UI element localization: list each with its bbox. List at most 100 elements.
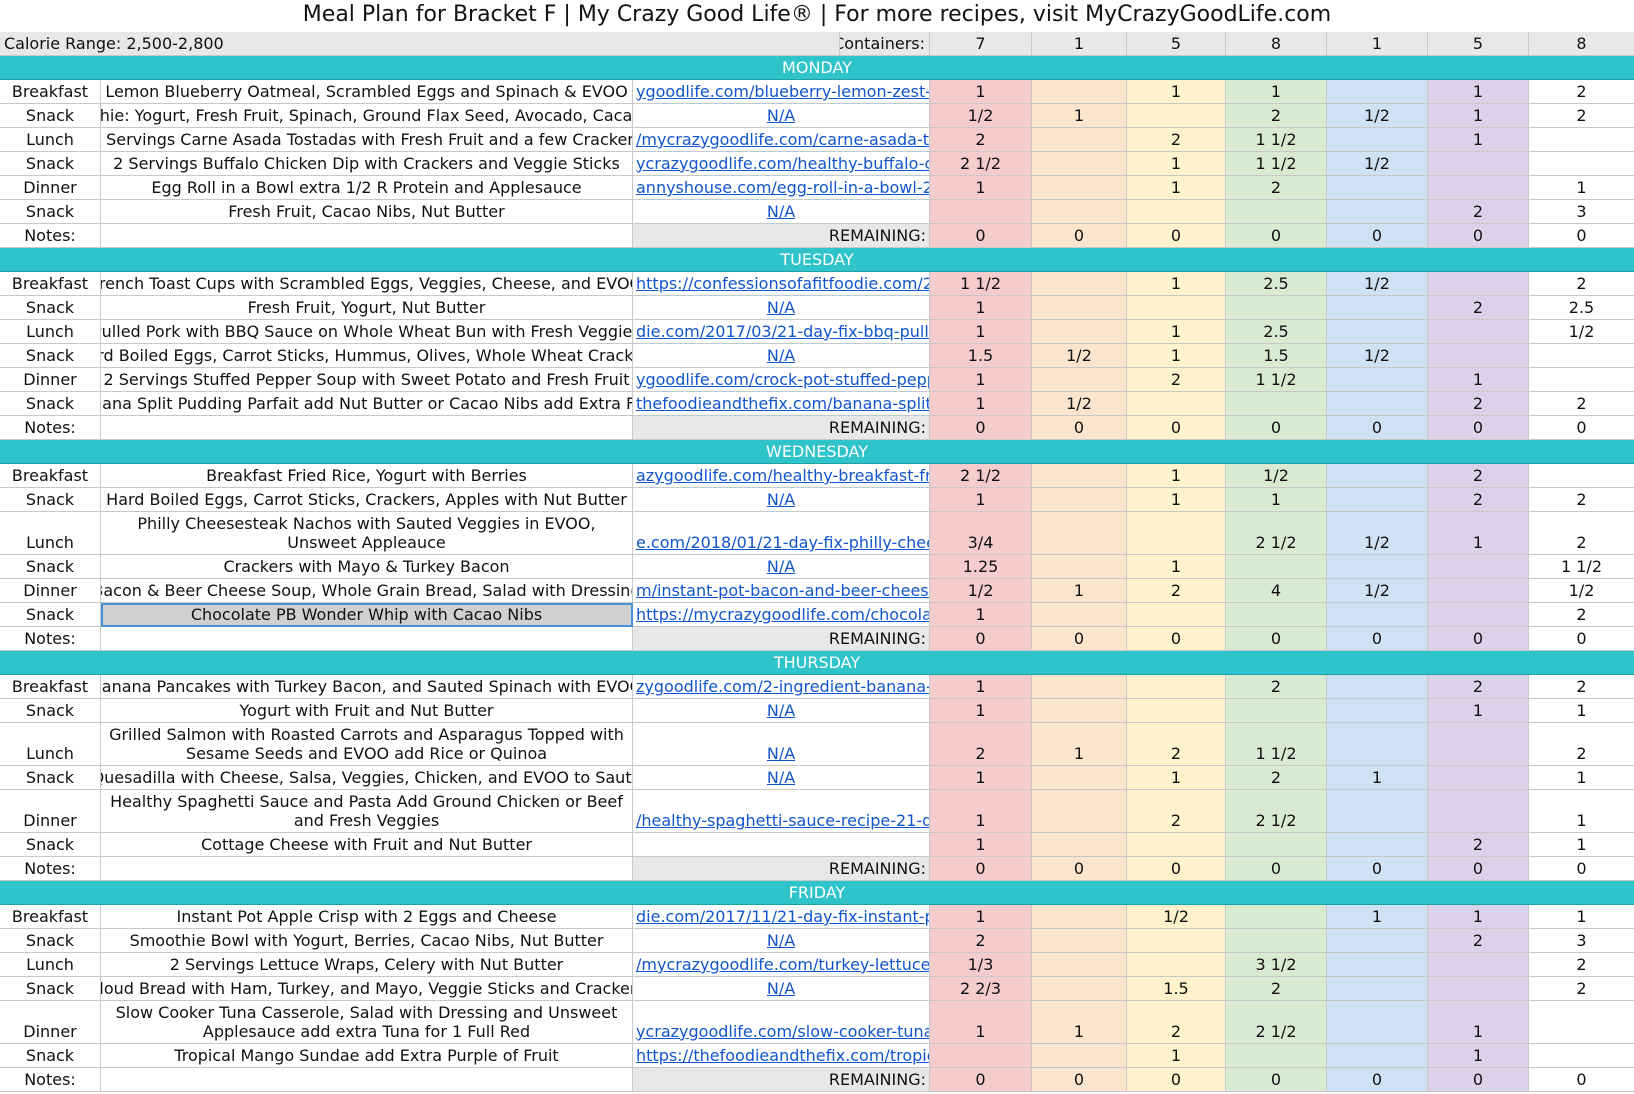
container-count-green[interactable]: 8 xyxy=(1226,32,1327,56)
container-cell-red[interactable]: 1 xyxy=(930,320,1032,344)
container-cell-red[interactable]: 1 xyxy=(930,392,1032,416)
recipe-link[interactable]: https://thefoodieandthefix.com/tropical xyxy=(636,1046,930,1065)
container-cell-spoon[interactable] xyxy=(1529,1001,1634,1044)
meal-description-cell[interactable]: 2 Servings Carne Asada Tostadas with Fre… xyxy=(101,128,633,152)
container-cell-spoon[interactable]: 2 xyxy=(1529,80,1634,104)
container-cell-orange[interactable] xyxy=(1032,152,1127,176)
container-cell-red[interactable]: 1 xyxy=(930,790,1032,833)
remaining-cell-blue[interactable]: 0 xyxy=(1327,1068,1428,1092)
recipe-link[interactable]: die.com/2017/11/21-day-fix-instant-pot-a xyxy=(636,907,929,926)
remaining-cell-blue[interactable]: 0 xyxy=(1327,627,1428,651)
container-cell-yellow[interactable]: 1.5 xyxy=(1127,977,1226,1001)
container-cell-purple[interactable]: 2 xyxy=(1428,464,1529,488)
container-cell-orange[interactable] xyxy=(1032,320,1127,344)
container-cell-red[interactable]: 1/3 xyxy=(930,953,1032,977)
container-cell-green[interactable]: 1 1/2 xyxy=(1226,368,1327,392)
container-cell-purple[interactable] xyxy=(1428,953,1529,977)
container-cell-red[interactable]: 1/2 xyxy=(930,579,1032,603)
container-cell-blue[interactable] xyxy=(1327,675,1428,699)
container-cell-red[interactable]: 2 xyxy=(930,128,1032,152)
meal-type-cell[interactable]: Lunch xyxy=(0,953,101,977)
meal-type-cell[interactable]: Snack xyxy=(0,152,101,176)
container-cell-spoon[interactable] xyxy=(1529,368,1634,392)
container-cell-green[interactable]: 1 1/2 xyxy=(1226,128,1327,152)
container-cell-red[interactable]: 1 xyxy=(930,80,1032,104)
remaining-cell-yellow[interactable]: 0 xyxy=(1127,416,1226,440)
container-cell-orange[interactable] xyxy=(1032,790,1127,833)
container-cell-blue[interactable] xyxy=(1327,790,1428,833)
notes-input-cell[interactable] xyxy=(101,857,633,881)
remaining-cell-blue[interactable]: 0 xyxy=(1327,224,1428,248)
container-cell-green[interactable] xyxy=(1226,929,1327,953)
container-cell-yellow[interactable] xyxy=(1127,104,1226,128)
container-cell-blue[interactable] xyxy=(1327,464,1428,488)
container-cell-green[interactable]: 4 xyxy=(1226,579,1327,603)
meal-type-cell[interactable]: Snack xyxy=(0,603,101,627)
recipe-link-cell[interactable]: e.com/2018/01/21-day-fix-philly-cheeses xyxy=(633,512,930,555)
container-cell-orange[interactable] xyxy=(1032,905,1127,929)
container-cell-spoon[interactable]: 2 xyxy=(1529,675,1634,699)
remaining-cell-red[interactable]: 0 xyxy=(930,224,1032,248)
container-cell-spoon[interactable]: 2 xyxy=(1529,512,1634,555)
container-cell-orange[interactable] xyxy=(1032,80,1127,104)
meal-description-cell[interactable]: Hard Boiled Eggs, Carrot Sticks, Cracker… xyxy=(101,488,633,512)
container-cell-blue[interactable] xyxy=(1327,603,1428,627)
recipe-link[interactable]: N/A xyxy=(766,931,796,950)
container-cell-yellow[interactable]: 2 xyxy=(1127,1001,1226,1044)
container-cell-spoon[interactable]: 2 xyxy=(1529,603,1634,627)
meal-description-cell[interactable]: French Toast Cups with Scrambled Eggs, V… xyxy=(101,272,633,296)
remaining-cell-purple[interactable]: 0 xyxy=(1428,627,1529,651)
container-cell-yellow[interactable] xyxy=(1127,675,1226,699)
container-cell-purple[interactable]: 2 xyxy=(1428,929,1529,953)
meal-type-cell[interactable]: Breakfast xyxy=(0,464,101,488)
container-cell-blue[interactable] xyxy=(1327,977,1428,1001)
meal-description-cell[interactable]: Breakfast Fried Rice, Yogurt with Berrie… xyxy=(101,464,633,488)
container-cell-green[interactable]: 2 xyxy=(1226,104,1327,128)
container-cell-green[interactable]: 1 xyxy=(1226,488,1327,512)
container-cell-orange[interactable] xyxy=(1032,675,1127,699)
recipe-link-cell[interactable]: zygoodlife.com/2-ingredient-banana-pa xyxy=(633,675,930,699)
container-cell-orange[interactable] xyxy=(1032,368,1127,392)
container-cell-yellow[interactable]: 1 xyxy=(1127,766,1226,790)
calorie-range-cell[interactable]: Calorie Range: 2,500-2,800 xyxy=(0,32,840,56)
container-cell-yellow[interactable]: 1/2 xyxy=(1127,905,1226,929)
recipe-link[interactable]: https://mycrazygoodlife.com/chocolate xyxy=(636,605,930,624)
container-cell-red[interactable]: 3/4 xyxy=(930,512,1032,555)
remaining-cell-green[interactable]: 0 xyxy=(1226,224,1327,248)
container-cell-red[interactable]: 1 xyxy=(930,699,1032,723)
meal-description-cell[interactable]: Quesadilla with Cheese, Salsa, Veggies, … xyxy=(101,766,633,790)
container-cell-blue[interactable] xyxy=(1327,200,1428,224)
recipe-link[interactable]: /mycrazygoodlife.com/carne-asada-tos xyxy=(636,130,930,149)
meal-description-cell[interactable]: Lemon Blueberry Oatmeal, Scrambled Eggs … xyxy=(101,80,633,104)
remaining-cell-purple[interactable]: 0 xyxy=(1428,224,1529,248)
meal-type-cell[interactable]: Breakfast xyxy=(0,80,101,104)
notes-input-cell[interactable] xyxy=(101,416,633,440)
meal-type-cell[interactable]: Lunch xyxy=(0,128,101,152)
container-cell-red[interactable]: 1 xyxy=(930,368,1032,392)
container-cell-blue[interactable] xyxy=(1327,392,1428,416)
container-cell-yellow[interactable] xyxy=(1127,512,1226,555)
meal-description-cell[interactable]: Cottage Cheese with Fruit and Nut Butter xyxy=(101,833,633,857)
container-cell-blue[interactable] xyxy=(1327,1001,1428,1044)
meal-description-cell[interactable]: Bacon & Beer Cheese Soup, Whole Grain Br… xyxy=(101,579,633,603)
container-cell-blue[interactable]: 1 xyxy=(1327,766,1428,790)
recipe-link-cell[interactable]: m/instant-pot-bacon-and-beer-cheese- xyxy=(633,579,930,603)
meal-type-cell[interactable]: Snack xyxy=(0,833,101,857)
meal-description-cell[interactable]: Fresh Fruit, Cacao Nibs, Nut Butter xyxy=(101,200,633,224)
container-cell-blue[interactable]: 1 xyxy=(1327,905,1428,929)
container-cell-purple[interactable]: 1 xyxy=(1428,905,1529,929)
remaining-cell-yellow[interactable]: 0 xyxy=(1127,1068,1226,1092)
meal-description-cell[interactable]: 2 Servings Lettuce Wraps, Celery with Nu… xyxy=(101,953,633,977)
meal-type-cell[interactable]: Snack xyxy=(0,344,101,368)
container-cell-yellow[interactable]: 2 xyxy=(1127,790,1226,833)
container-cell-red[interactable]: 1 xyxy=(930,766,1032,790)
recipe-link[interactable]: ygoodlife.com/blueberry-lemon-zest-ste xyxy=(636,82,930,101)
container-cell-blue[interactable]: 1/2 xyxy=(1327,104,1428,128)
container-cell-purple[interactable] xyxy=(1428,344,1529,368)
container-cell-orange[interactable] xyxy=(1032,953,1127,977)
container-cell-yellow[interactable] xyxy=(1127,603,1226,627)
container-cell-purple[interactable] xyxy=(1428,555,1529,579)
container-cell-spoon[interactable]: 3 xyxy=(1529,929,1634,953)
container-cell-green[interactable] xyxy=(1226,1044,1327,1068)
meal-description-cell[interactable]: Egg Roll in a Bowl extra 1/2 R Protein a… xyxy=(101,176,633,200)
